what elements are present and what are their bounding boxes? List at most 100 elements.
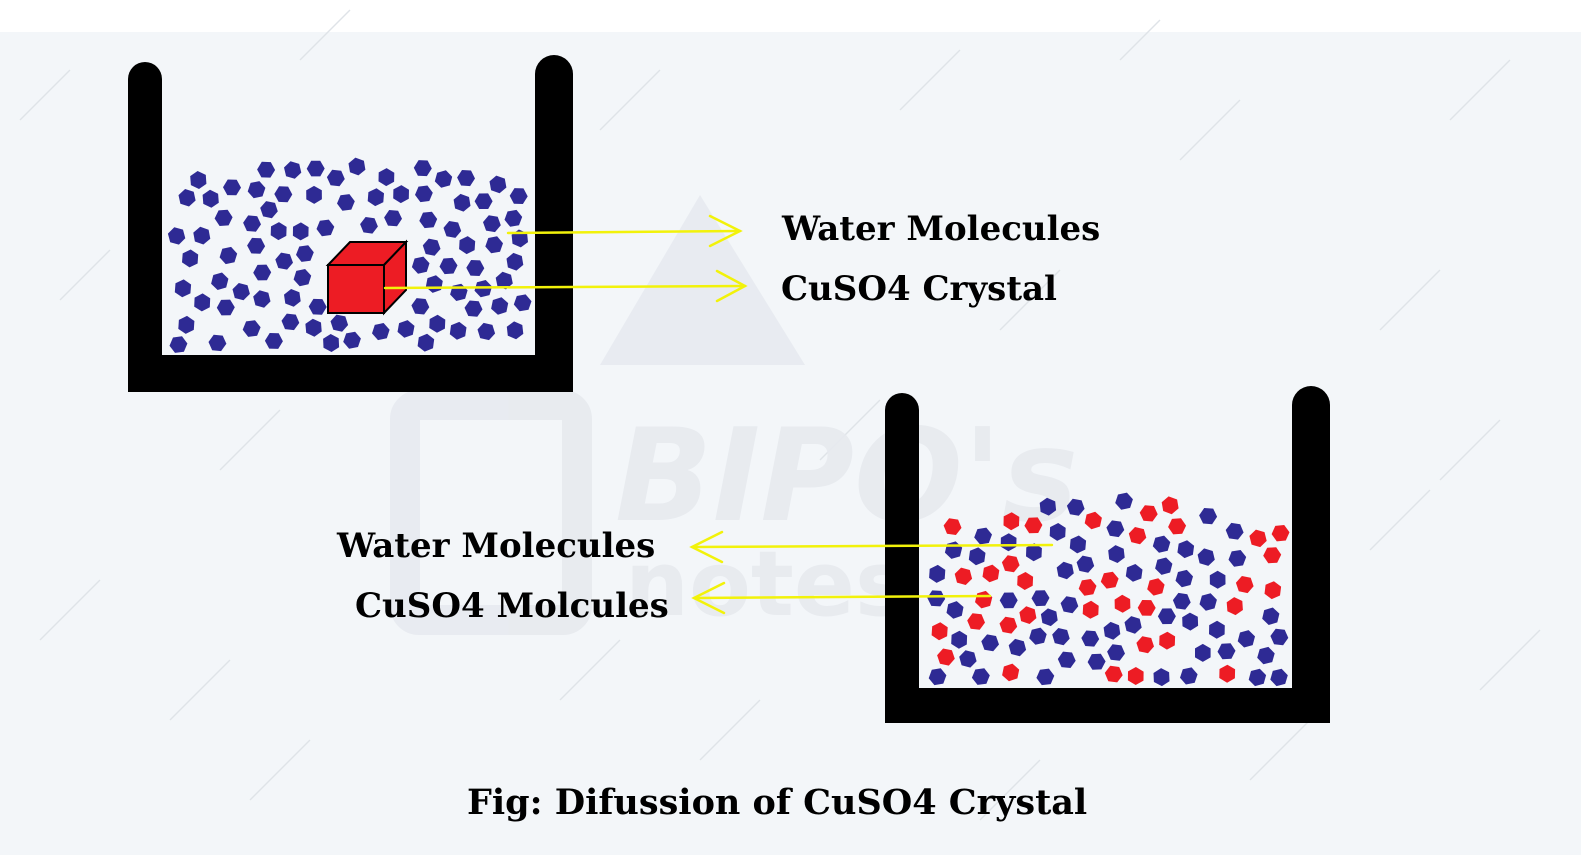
water-molecule [253,290,271,308]
cuso4-molecule [1017,572,1034,590]
water-molecule [367,188,384,207]
label-cuso4-crystal: CuSO4 Crystal [781,269,1057,309]
water-molecule [306,160,325,177]
cuso4-molecule [1084,511,1102,530]
water-molecule [1107,644,1125,661]
cuso4-molecule [1271,525,1290,542]
water-molecule [360,217,378,234]
cuso4-molecule [1019,606,1037,624]
water-molecule [1026,543,1042,562]
water-molecule [477,322,496,341]
water-molecule [453,193,471,212]
background-diagonal-line [39,579,101,641]
water-molecule [495,271,513,290]
water-molecule [242,320,261,337]
cuso4-molecule [943,518,962,535]
water-molecule [167,227,186,245]
background-diagonal-line [1249,719,1311,781]
water-molecule [443,221,462,238]
water-molecule [485,236,503,254]
beaker-2-bottom [885,688,1330,723]
water-molecule [411,256,430,274]
water-molecule [1103,621,1121,640]
arrow-water-2 [690,543,1054,549]
water-molecule [1008,638,1027,657]
background-diagonal-line [1379,269,1441,331]
water-molecule [449,321,467,340]
water-molecule [506,252,524,271]
water-molecule [1199,593,1217,611]
water-molecule [1039,497,1057,516]
water-molecule [483,215,501,233]
cuso4-molecule [1078,579,1097,596]
water-molecule [281,313,300,331]
water-molecule [464,300,483,317]
water-molecule [260,201,278,219]
cuso4-molecule [937,648,955,666]
cuso4-molecule [1114,594,1131,613]
crystal-side-face [383,239,407,316]
beaker-2-right-wall-base [1292,480,1330,723]
background-diagonal-line [819,399,881,461]
water-molecule [1177,540,1195,559]
watermark-text: BIPO's [615,402,1078,551]
water-molecule [429,314,446,333]
water-molecule [1040,608,1058,627]
water-molecule [968,547,986,566]
water-molecule [1124,616,1142,634]
water-molecule [193,226,211,245]
cuso4-molecule [1001,555,1020,573]
beaker-1-bottom [128,355,573,392]
cuso4-molecule [1002,663,1020,682]
water-molecule [219,246,238,265]
cuso4-molecule [1024,517,1043,534]
cuso4-molecule [1226,597,1243,616]
crystal-front-face [327,264,385,314]
cuso4-molecule [1137,600,1156,616]
water-molecule [457,170,475,187]
water-molecule [1152,535,1171,553]
water-molecule [1157,608,1176,625]
water-molecule [974,527,992,545]
water-molecule [417,333,435,352]
water-molecule [1209,620,1225,639]
cuso4-molecule [1264,581,1282,600]
water-molecule [1153,668,1170,687]
water-molecule [513,294,532,312]
water-molecule [419,211,438,229]
water-molecule [296,245,314,262]
page-top-strip [0,0,1581,32]
water-molecule [959,650,977,668]
water-molecule [178,189,196,207]
beaker-2-left-wall-base [885,480,919,723]
background-diagonal-line [1449,59,1511,121]
water-molecule [247,181,266,199]
water-molecule [1197,548,1215,566]
water-molecule [1237,630,1255,648]
background-diagonal-line [979,759,1041,821]
water-molecule [306,185,322,204]
cuso4-molecule [967,613,985,630]
water-molecule [506,321,524,340]
beaker-2-arrows [689,530,1054,615]
cuso4-molecule [931,622,948,641]
water-molecule [247,237,266,254]
water-molecule [1155,557,1173,575]
water-molecule [1108,545,1125,563]
water-molecule [293,269,312,287]
beaker-1-water-molecules [167,157,532,353]
water-molecule [1262,607,1280,625]
water-molecule [1081,630,1100,647]
water-molecule [326,169,345,187]
arrow-water-1 [506,229,742,235]
water-molecule [284,161,302,179]
water-molecule [1031,590,1050,607]
cuso4-molecule [1235,576,1254,594]
background-diagonal-line [1439,419,1501,481]
water-molecule [1225,522,1244,540]
water-molecule [474,193,493,209]
water-molecule [308,298,327,315]
beaker-1-left-wall-base [128,150,162,392]
background-diagonal-line [559,639,621,701]
